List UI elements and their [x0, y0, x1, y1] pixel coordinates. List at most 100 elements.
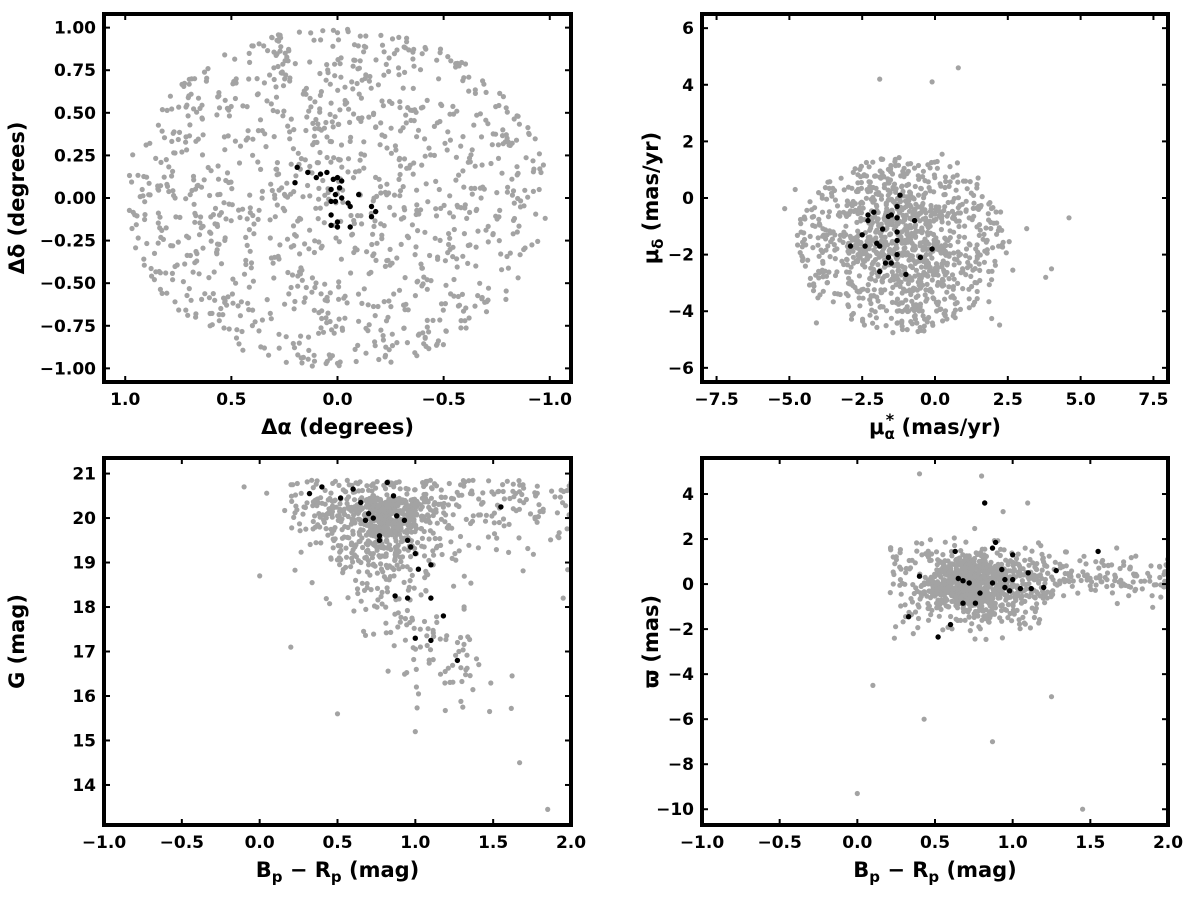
- field-star-point: [889, 276, 895, 282]
- field-star-point: [337, 506, 343, 512]
- field-star-point: [855, 228, 861, 234]
- field-star-point: [389, 565, 395, 571]
- member-star-point: [339, 178, 345, 184]
- field-star-point: [310, 518, 316, 525]
- field-star-point: [895, 320, 901, 326]
- field-star-point: [214, 223, 221, 229]
- field-star-point: [293, 503, 299, 509]
- field-star-point: [1031, 577, 1037, 583]
- field-star-point: [359, 300, 365, 306]
- field-star-point: [412, 646, 419, 652]
- y-tick-label: −2: [668, 620, 694, 640]
- field-star-point: [480, 490, 486, 496]
- field-star-point: [318, 37, 324, 43]
- field-star-point: [866, 179, 872, 185]
- field-star-point: [495, 142, 501, 148]
- field-star-point: [953, 562, 959, 569]
- member-star-point: [412, 635, 418, 641]
- field-star-point: [204, 75, 210, 81]
- field-star-point: [549, 488, 555, 494]
- field-star-point: [208, 238, 214, 244]
- x-tick-label: 1.5: [1075, 833, 1105, 853]
- field-star-point: [996, 583, 1002, 589]
- field-star-point: [998, 209, 1004, 215]
- member-star-point: [989, 545, 996, 551]
- field-star-point: [274, 166, 280, 172]
- field-star-point: [410, 171, 416, 177]
- x-tick-label: 0.0: [842, 833, 872, 853]
- field-star-point: [234, 327, 240, 333]
- field-star-point: [459, 678, 465, 685]
- x-tick-label: 0.5: [216, 390, 246, 410]
- field-star-point: [275, 63, 281, 70]
- field-star-point: [301, 299, 307, 305]
- field-star-point: [314, 139, 320, 145]
- x-tick-label: 0.0: [920, 390, 950, 410]
- field-star-point: [513, 137, 520, 143]
- field-star-point: [247, 192, 253, 198]
- field-star-point: [883, 239, 889, 245]
- field-star-point: [924, 229, 931, 236]
- field-star-point: [463, 325, 469, 331]
- field-star-point: [240, 103, 246, 109]
- field-star-point: [918, 284, 924, 290]
- field-star-point: [865, 234, 871, 240]
- field-star-point: [159, 128, 165, 134]
- field-star-point: [513, 508, 519, 514]
- field-star-point: [990, 245, 996, 251]
- field-star-point: [917, 324, 923, 331]
- field-star-point: [336, 482, 342, 488]
- field-star-point: [323, 315, 329, 321]
- field-star-point: [1039, 551, 1045, 557]
- field-star-point: [945, 199, 951, 206]
- field-star-point: [927, 165, 933, 171]
- field-star-point: [292, 492, 299, 498]
- field-star-point: [467, 209, 473, 215]
- field-star-point: [468, 580, 474, 586]
- field-star-point: [826, 209, 833, 215]
- field-star-point: [340, 570, 346, 576]
- field-star-point: [432, 235, 438, 241]
- field-star-point: [400, 125, 406, 131]
- field-star-point: [415, 540, 421, 546]
- field-star-point: [308, 30, 314, 36]
- field-star-point: [478, 134, 485, 140]
- field-star-point: [880, 304, 886, 310]
- field-star-point: [355, 66, 361, 72]
- field-star-point: [374, 479, 380, 485]
- field-star-point: [336, 513, 342, 519]
- field-star-point: [329, 530, 335, 536]
- field-star-point: [881, 173, 887, 179]
- field-star-point: [332, 114, 338, 120]
- field-star-point: [199, 152, 206, 158]
- field-star-point: [176, 129, 183, 135]
- field-star-point: [428, 495, 434, 501]
- field-star-point: [222, 147, 228, 153]
- field-star-point: [388, 125, 394, 131]
- field-star-point: [429, 486, 435, 492]
- field-star-point: [241, 484, 247, 490]
- field-star-point: [437, 317, 443, 323]
- field-star-point: [245, 135, 251, 141]
- field-star-point: [351, 512, 357, 518]
- field-star-point: [888, 545, 894, 551]
- field-star-point: [495, 155, 502, 161]
- field-star-point: [318, 325, 324, 331]
- field-star-point: [433, 342, 440, 348]
- field-star-point: [431, 502, 437, 508]
- field-star-point: [164, 183, 171, 189]
- field-star-point: [827, 230, 834, 236]
- field-star-point: [841, 233, 847, 239]
- field-star-point: [478, 501, 485, 507]
- field-star-point: [938, 243, 944, 249]
- field-star-point: [870, 159, 876, 165]
- field-star-point: [348, 212, 354, 219]
- field-star-point: [464, 652, 470, 658]
- field-star-point: [860, 318, 866, 324]
- field-star-point: [197, 220, 203, 226]
- field-star-point: [280, 113, 286, 119]
- field-star-point: [312, 238, 318, 244]
- member-star-point: [498, 504, 504, 510]
- field-star-point: [404, 607, 410, 614]
- field-star-point: [177, 214, 183, 220]
